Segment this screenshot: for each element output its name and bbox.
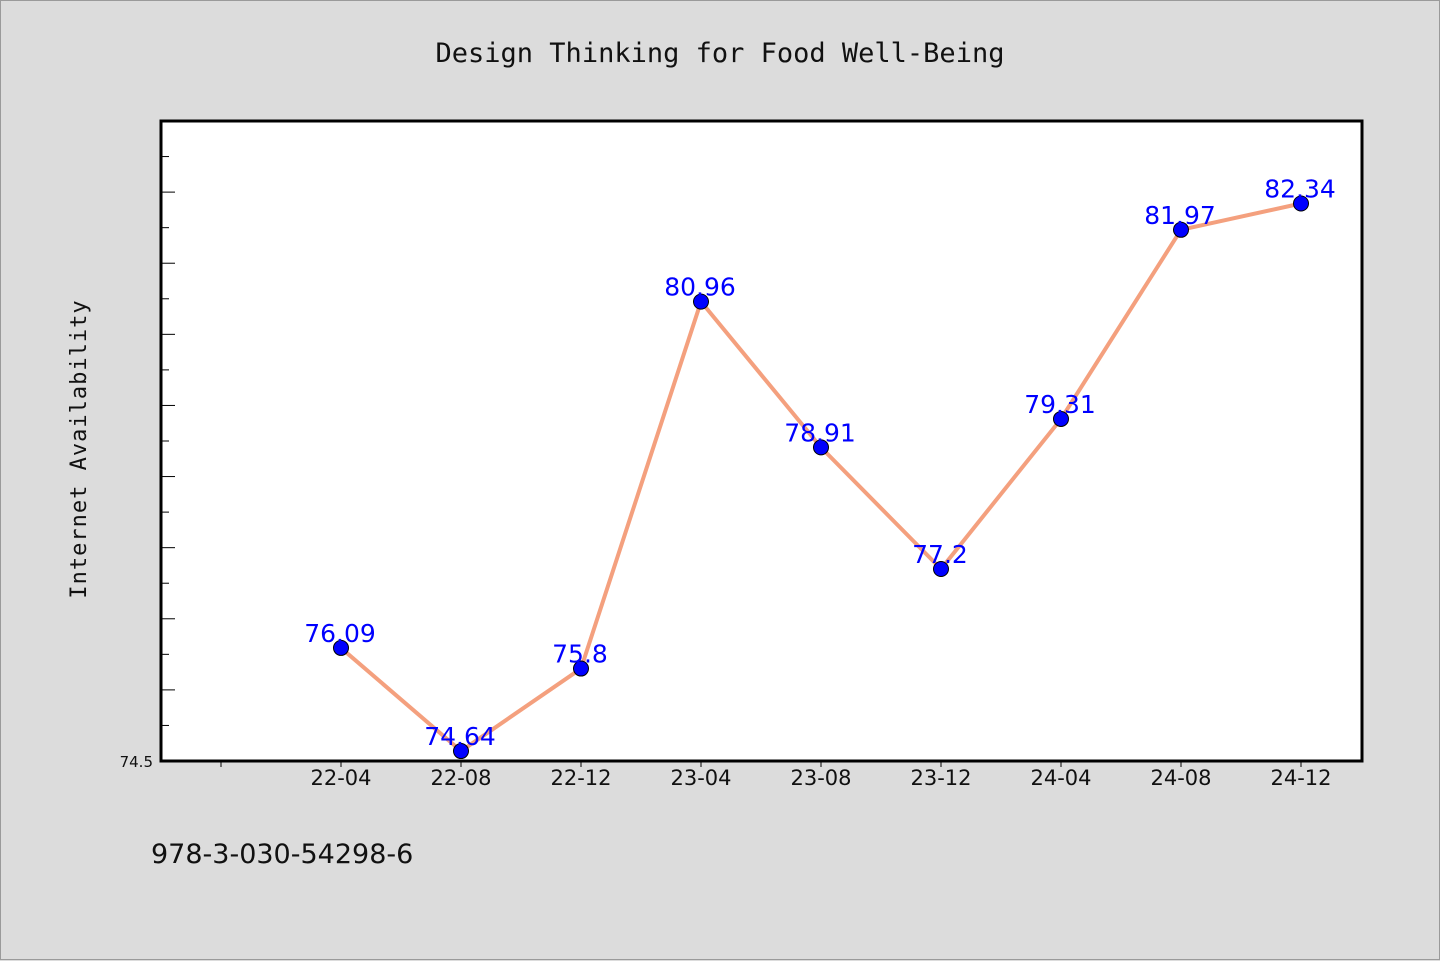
data-label: 81.97	[1144, 201, 1216, 230]
data-point	[933, 561, 949, 577]
x-tick-label: 23-04	[670, 766, 731, 790]
data-point	[1293, 195, 1309, 212]
y-axis-label: Internet Availability	[67, 299, 92, 598]
isbn-text: 978-3-030-54298-6	[151, 839, 413, 870]
x-tick-label: 24-08	[1150, 766, 1211, 790]
x-tick-label: 23-08	[790, 766, 851, 790]
data-label: 82.34	[1264, 174, 1336, 203]
x-tick-label: 22-04	[310, 766, 371, 790]
data-point	[693, 293, 709, 310]
x-tick-label: 24-04	[1030, 766, 1091, 790]
x-tick-label: 22-12	[550, 766, 611, 790]
x-ticks: 22-04 22-08 22-12 23-04 23-08 23-12 24-04 24-08…	[220, 761, 1332, 790]
x-tick-label: 23-12	[910, 766, 971, 790]
data-label: 74.64	[424, 722, 496, 751]
data-label: 80.96	[664, 273, 736, 302]
data-point	[813, 439, 829, 456]
y-tick-label: 74.5	[120, 753, 153, 771]
plot-area	[161, 121, 1362, 761]
data-point	[1053, 410, 1069, 427]
data-point	[333, 639, 349, 656]
data-label: 78.91	[784, 418, 856, 447]
chart-title: Design Thinking for Food Well-Being	[436, 38, 1005, 69]
data-point	[453, 743, 469, 760]
data-point	[573, 660, 589, 677]
data-point	[1173, 221, 1189, 238]
data-label: 79.31	[1024, 390, 1096, 419]
x-tick-label: 22-08	[430, 766, 491, 790]
plot-border	[159, 119, 1364, 763]
x-tick-label: 24-12	[1270, 766, 1331, 790]
series-layer: 76.09 74.64 75.8 80.96 78.91 77.2 79.31 81.97 82…	[304, 174, 1336, 760]
data-label: 75.8	[552, 640, 608, 669]
y-ticks: 74.5	[120, 120, 175, 771]
data-label: 77.2	[912, 540, 968, 569]
data-label: 76.09	[304, 619, 376, 648]
